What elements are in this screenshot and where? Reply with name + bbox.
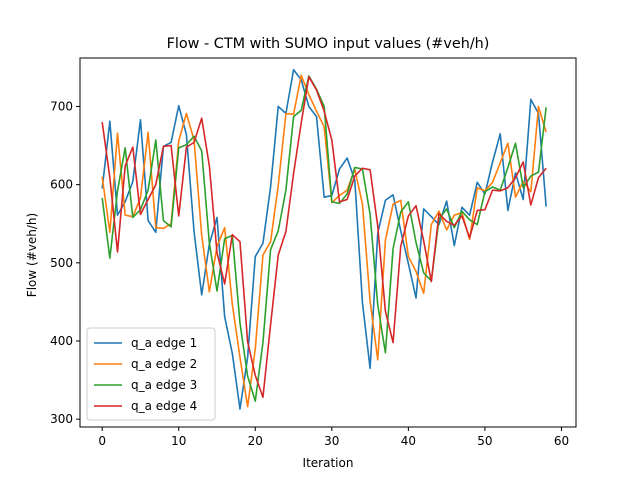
x-tick-label: 50 — [477, 434, 492, 448]
x-tick-label: 60 — [554, 434, 569, 448]
x-tick-label: 10 — [171, 434, 186, 448]
legend-label: q_a edge 3 — [131, 378, 197, 392]
x-tick-label: 40 — [401, 434, 416, 448]
y-tick-label: 400 — [50, 334, 73, 348]
series-line-q-a-edge-4 — [101, 75, 547, 399]
x-axis: 0 10 20 30 40 50 60 — [98, 427, 569, 448]
y-tick-label: 300 — [50, 412, 73, 426]
series-line-q-a-edge-3 — [101, 75, 547, 403]
series-layer — [101, 68, 547, 410]
y-axis: 300 400 500 600 700 — [50, 99, 80, 426]
legend: q_a edge 1 q_a edge 2 q_a edge 3 q_a edge 4 — [86, 327, 216, 421]
x-tick-label: 20 — [248, 434, 263, 448]
y-axis-label: Flow (#veh/h) — [25, 213, 39, 297]
legend-box — [86, 327, 216, 421]
x-axis-label: Iteration — [303, 456, 354, 470]
x-tick-label: 30 — [324, 434, 339, 448]
legend-label: q_a edge 4 — [131, 399, 197, 413]
y-tick-label: 600 — [50, 178, 73, 192]
series-line-q-a-edge-1 — [101, 68, 547, 410]
legend-label: q_a edge 2 — [131, 357, 197, 371]
y-tick-label: 700 — [50, 99, 73, 113]
plot-area-frame — [79, 57, 577, 428]
chart-title: Flow - CTM with SUMO input values (#veh/… — [167, 36, 490, 52]
y-tick-label: 500 — [50, 256, 73, 270]
x-tick-label: 0 — [98, 434, 106, 448]
legend-label: q_a edge 1 — [131, 336, 197, 350]
